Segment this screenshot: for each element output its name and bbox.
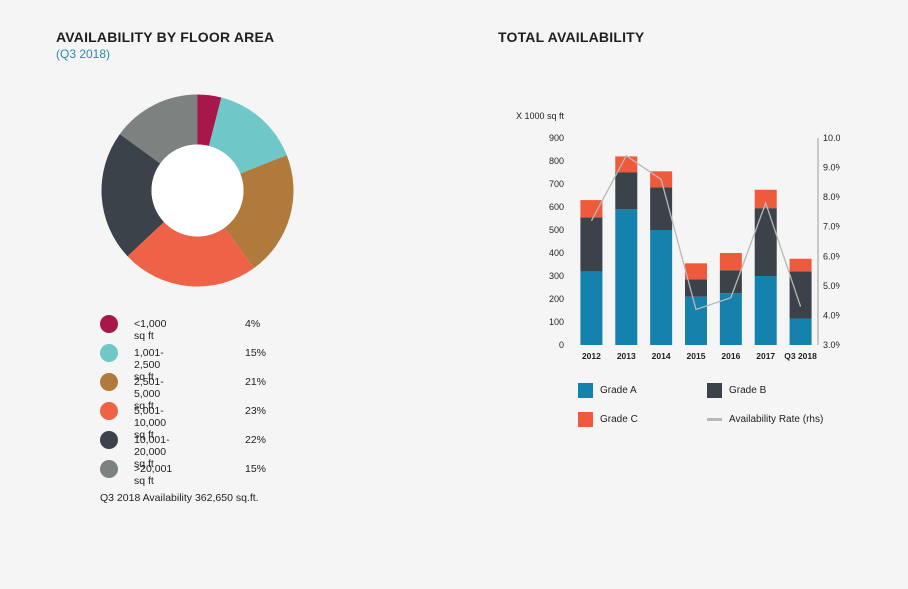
bar-legend-item: Grade C: [578, 412, 698, 428]
legend-label: >20,001 sq ft: [134, 463, 173, 487]
x-tick-label: 2017: [756, 351, 775, 361]
donut-slice: [119, 94, 198, 164]
donut-chart: [101, 94, 294, 287]
x-tick-label: Q3 2018: [784, 351, 817, 361]
y-tick-label: 100: [549, 317, 564, 327]
legend-label: 5,001-10,000 sq ft: [134, 405, 167, 441]
y2-tick-label: 3.0%: [823, 340, 840, 350]
legend-label: 1,001-2,500 sq ft: [134, 347, 164, 383]
legend-value: 15%: [245, 347, 267, 359]
bar-segment: [789, 318, 812, 345]
x-tick-label: 2016: [721, 351, 740, 361]
legend-value: 21%: [245, 376, 267, 388]
bar-segment: [719, 293, 742, 345]
bar-segment: [615, 209, 638, 345]
donut-slice: [224, 155, 294, 269]
legend-value: 22%: [245, 434, 267, 446]
donut-slice: [127, 221, 254, 287]
y-tick-label: 900: [549, 133, 564, 143]
donut-slice: [197, 94, 222, 146]
bar-legend-label: Grade C: [600, 414, 638, 425]
bar-segment: [685, 279, 707, 297]
bar-segment: [615, 172, 638, 210]
legend-label: <1,000 sq ft: [134, 318, 167, 342]
bar-segment: [789, 258, 812, 272]
bar-segment: [754, 189, 777, 209]
legend-swatch: [100, 460, 118, 478]
y-tick-label: 800: [549, 156, 564, 166]
y2-tick-label: 4.0%: [823, 310, 840, 320]
bar-legend-label: Grade B: [729, 385, 767, 396]
y2-tick-label: 9.0%: [823, 163, 840, 173]
legend-value: 23%: [245, 405, 267, 417]
y-tick-label: 700: [549, 179, 564, 189]
x-tick-label: 2015: [687, 351, 706, 361]
donut-slice: [101, 134, 164, 257]
bar-segment: [685, 263, 707, 280]
y-tick-label: 0: [559, 340, 564, 350]
bar-segment: [685, 296, 707, 345]
legend-swatch: [100, 344, 118, 362]
bar-segment: [580, 200, 603, 218]
y2-tick-label: 8.0%: [823, 192, 840, 202]
bar-legend-label: Grade A: [600, 385, 637, 396]
x-tick-label: 2012: [582, 351, 601, 361]
bar-legend-swatch: [707, 383, 722, 398]
legend-value: 15%: [245, 463, 267, 475]
bar-segment: [580, 217, 603, 272]
legend-value: 4%: [245, 318, 261, 330]
x-tick-label: 2013: [617, 351, 636, 361]
y-tick-label: 300: [549, 271, 564, 281]
y2-tick-label: 10.0%: [823, 133, 840, 143]
bar-chart: X 1000 sq ft 0 100 200 300 400 500 600 700 800 900…: [516, 111, 840, 361]
legend-swatch: [100, 431, 118, 449]
bar-legend-item: Grade A: [578, 383, 698, 399]
bar-segment: [754, 276, 777, 345]
bar-legend-swatch: [578, 412, 593, 427]
y-axis-label: X 1000 sq ft: [516, 111, 565, 121]
availability-rate-line: [590, 154, 802, 311]
legend-swatch: [100, 402, 118, 420]
y-tick-label: 200: [549, 294, 564, 304]
legend-swatch: [100, 315, 118, 333]
donut-hole: [151, 144, 244, 237]
bar-segment: [754, 208, 777, 276]
bar-title: TOTAL AVAILABILITY: [498, 29, 645, 45]
bar-segment: [650, 230, 673, 345]
bar-segment: [580, 271, 603, 345]
bar-segment: [719, 270, 742, 294]
y2-tick-label: 5.0%: [823, 281, 840, 291]
legend-label: 2,501-5,000 sq ft: [134, 376, 164, 412]
availability-footnote: Q3 2018 Availability 362,650 sq.ft.: [100, 492, 259, 504]
bar-legend-item: Grade B: [707, 383, 827, 399]
legend-label: 10,001-20,000 sq ft: [134, 434, 170, 470]
bar-legend-item: Availability Rate (rhs): [707, 412, 827, 428]
y-tick-label: 500: [549, 225, 564, 235]
bar-segment: [789, 271, 812, 319]
donut-slice: [208, 97, 287, 174]
legend-swatch: [100, 373, 118, 391]
bar-legend-swatch: [707, 418, 722, 421]
bar-legend-swatch: [578, 383, 593, 398]
y2-tick-label: 7.0%: [823, 222, 840, 232]
donut-subtitle: (Q3 2018): [56, 47, 111, 61]
y-tick-label: 600: [549, 202, 564, 212]
y-tick-label: 400: [549, 248, 564, 258]
bar-legend-label: Availability Rate (rhs): [729, 414, 824, 425]
bar-segment: [615, 156, 638, 173]
y2-tick-label: 6.0%: [823, 251, 840, 261]
donut-title: AVAILABILITY BY FLOOR AREA: [56, 29, 275, 45]
x-tick-label: 2014: [652, 351, 671, 361]
bar-segment: [719, 253, 742, 271]
